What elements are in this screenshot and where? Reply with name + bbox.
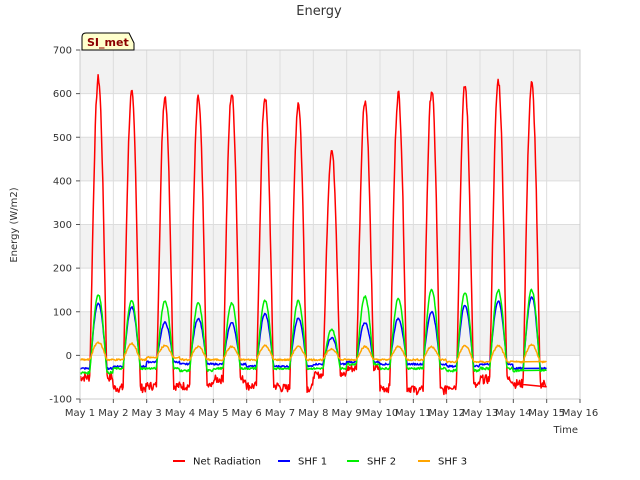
x-tick-label: May 14	[495, 408, 532, 419]
x-tick-label: May 12	[428, 408, 465, 419]
x-tick-label: May 13	[462, 408, 499, 419]
x-tick-label: May 1	[65, 408, 95, 419]
x-axis-label: Time	[553, 425, 578, 436]
legend-label-shf-2: SHF 2	[367, 457, 396, 468]
site-badge-label: SI_met	[87, 36, 129, 49]
y-tick-label: 600	[53, 89, 72, 100]
series-line-shf-3	[79, 341, 547, 364]
x-tick-label: May 8	[298, 408, 328, 419]
y-tick-label: 300	[53, 220, 72, 231]
x-tick-label: May 9	[332, 408, 362, 419]
x-tick-label: May 11	[395, 408, 432, 419]
legend-label-net-radiation: Net Radiation	[193, 457, 261, 468]
grid-band	[80, 50, 580, 94]
y-tick-label: 700	[53, 46, 72, 57]
x-tick-label: May 15	[528, 408, 565, 419]
legend-label-shf-3: SHF 3	[438, 457, 467, 468]
grid-bands	[80, 50, 580, 356]
x-tick-label: May 6	[232, 408, 262, 419]
x-tick-label: May 10	[362, 408, 399, 419]
x-tick-label: May 2	[98, 408, 128, 419]
y-tick-label: -100	[49, 395, 72, 406]
y-axis-ticks: -100 0 100 200 300 400 500 600 700	[49, 46, 80, 406]
site-badge-shape	[81, 32, 135, 51]
y-tick-label: 400	[53, 176, 72, 187]
grid-band	[80, 311, 580, 356]
x-tick-label: May 4	[165, 408, 195, 419]
y-tick-label: 100	[53, 307, 72, 318]
legend-label-shf-1: SHF 1	[298, 457, 327, 468]
grid-band	[80, 224, 580, 269]
y-tick-label: 200	[53, 264, 72, 275]
x-tick-label: May 3	[132, 408, 162, 419]
legend: Net Radiation SHF 1 SHF 2 SHF 3	[173, 457, 467, 468]
chart-title: Energy	[296, 4, 342, 19]
y-tick-label: 500	[53, 133, 72, 144]
x-tick-label: May 7	[265, 408, 295, 419]
series-lines	[79, 73, 547, 396]
series-line-net-radiation	[79, 73, 547, 396]
x-tick-label: May 5	[198, 408, 228, 419]
site-badge: SI_met	[81, 32, 135, 51]
y-tick-label: 0	[66, 351, 72, 362]
y-axis-label: Energy (W/m2)	[9, 187, 20, 262]
x-tick-label: May 16	[562, 408, 599, 419]
x-axis-ticks: May 1 May 2 May 3 May 4 May 5 May 6 May 7 May 8…	[65, 399, 598, 419]
